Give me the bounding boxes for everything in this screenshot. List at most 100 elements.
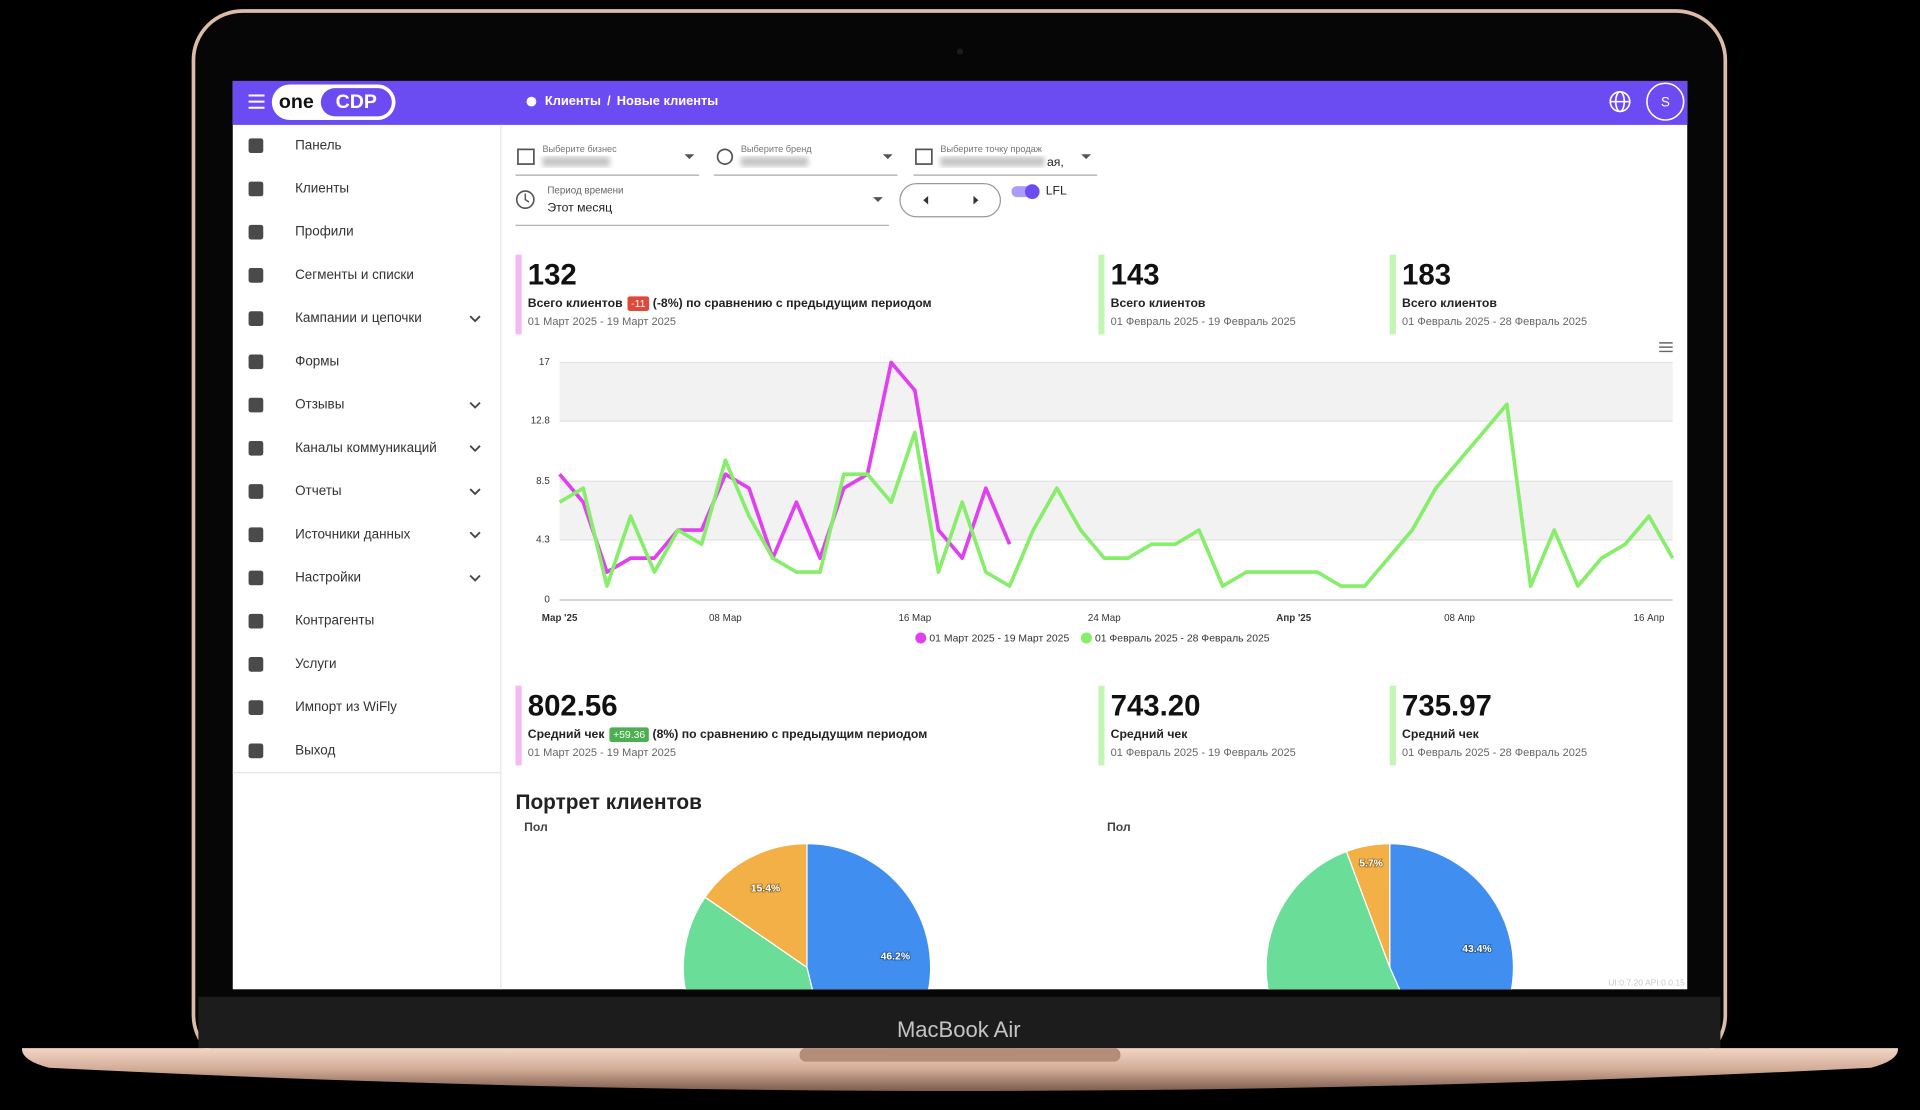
sidebar-item[interactable]: Клиенты bbox=[248, 181, 349, 197]
sidebar-label: Клиенты bbox=[295, 181, 349, 196]
x-tick-label: 16 Апр bbox=[1634, 613, 1665, 624]
sidebar-label: Контрагенты bbox=[295, 613, 374, 628]
kpi-period: 01 Февраль 2025 - 28 Февраль 2025 bbox=[1402, 316, 1587, 328]
kpi-label: Всего клиентов bbox=[528, 296, 623, 310]
sidebar-icon bbox=[248, 613, 264, 629]
breadcrumb: Клиенты / Новые клиенты bbox=[545, 93, 718, 108]
sidebar-label: Импорт из WiFly bbox=[295, 699, 397, 714]
kpi-card: 743.20 Средний чек 01 Февраль 2025 - 19 Фе… bbox=[1098, 685, 1296, 766]
sidebar-icon bbox=[248, 311, 264, 326]
breadcrumb-separator: / bbox=[607, 93, 611, 108]
brand-filter[interactable]: Выберите бренд bbox=[713, 144, 898, 176]
line-chart: 0 4.3 8.5 12.8 17 Мар '25 08 Мар 16 Мар 24 Мар Ап… bbox=[531, 357, 1675, 644]
pie-slice bbox=[704, 843, 808, 969]
legend-label: 01 Февраль 2025 - 28 Февраль 2025 bbox=[1095, 633, 1270, 644]
kpi-value: 735.97 bbox=[1402, 690, 1492, 723]
sidebar-icon bbox=[248, 527, 264, 543]
section-title: Портрет клиентов bbox=[516, 791, 702, 814]
sidebar-icon bbox=[248, 268, 264, 283]
pie-title: Пол bbox=[524, 820, 548, 834]
sidebar-label: Выход bbox=[295, 742, 335, 757]
sidebar-icon bbox=[248, 224, 264, 240]
chart-menu[interactable] bbox=[1659, 342, 1673, 353]
toggle-label: LFL bbox=[1046, 183, 1067, 197]
sidebar-item[interactable]: Выход bbox=[248, 742, 336, 759]
sidebar-item[interactable]: Настройки bbox=[248, 570, 481, 586]
filter-value: ая, bbox=[1047, 155, 1064, 169]
kpi-value: 183 bbox=[1402, 259, 1451, 292]
menu-button[interactable] bbox=[248, 94, 265, 109]
avatar-initial: S bbox=[1661, 94, 1670, 109]
kpi-card: 183 Всего клиентов 01 Февраль 2025 - 28 Фе… bbox=[1389, 254, 1587, 335]
y-tick-label: 0 bbox=[544, 595, 550, 606]
kpi-card: 735.97 Средний чек 01 Февраль 2025 - 28 Фе… bbox=[1389, 685, 1587, 766]
kpi-label: Средний чек bbox=[528, 727, 606, 741]
sidebar-item[interactable]: Панель bbox=[248, 137, 342, 154]
sidebar-item[interactable]: Отчеты bbox=[248, 483, 481, 499]
sidebar-item[interactable]: Импорт из WiFly bbox=[248, 699, 398, 715]
sidebar-label: Кампании и цепочки bbox=[295, 310, 422, 325]
kpi-period: 01 Март 2025 - 19 Март 2025 bbox=[528, 316, 676, 328]
store-filter[interactable]: Выберите точку продаж ая, bbox=[913, 144, 1098, 176]
kpi-period: 01 Февраль 2025 - 28 Февраль 2025 bbox=[1402, 747, 1587, 759]
business-filter[interactable]: Выберите бизнес bbox=[515, 144, 700, 176]
sidebar-icon bbox=[248, 440, 264, 456]
series-line bbox=[558, 402, 1675, 588]
kpi-accent bbox=[515, 685, 522, 766]
lfl-toggle[interactable]: LFL bbox=[1011, 183, 1067, 199]
sidebar-item[interactable]: Отзывы bbox=[248, 397, 481, 413]
kpi-label: Средний чек bbox=[1402, 727, 1480, 741]
sidebar-item[interactable]: Источники данных bbox=[248, 526, 481, 543]
breadcrumb-item[interactable]: Клиенты bbox=[545, 93, 601, 108]
x-tick-label: 08 Апр bbox=[1444, 613, 1475, 624]
logo-cdp: CDP bbox=[336, 91, 377, 113]
pie-slice bbox=[806, 843, 932, 990]
legend-entry[interactable]: 01 Март 2025 - 19 Март 2025 bbox=[915, 632, 1069, 644]
sidebar-label: Отзывы bbox=[295, 397, 344, 412]
kpi-accent bbox=[1389, 685, 1396, 766]
kpi-card: 802.56 Средний чек +59.36 (8%) по сравнению… bbox=[515, 685, 927, 766]
blurred-value bbox=[940, 156, 1045, 167]
submenu-chevron bbox=[469, 488, 481, 496]
series-line bbox=[558, 360, 1012, 574]
filter-label: Выберите бренд bbox=[741, 144, 812, 154]
period-stepper[interactable] bbox=[899, 183, 1002, 218]
legend-swatch bbox=[915, 632, 927, 644]
sidebar-item[interactable]: Профили bbox=[248, 224, 354, 240]
filter-value: Этот месяц bbox=[547, 200, 612, 214]
legend-entry[interactable]: 01 Февраль 2025 - 28 Февраль 2025 bbox=[1080, 632, 1270, 644]
screen: one CDP Клиенты / Новые клиенты S Панель Кл… bbox=[232, 80, 1688, 990]
sidebar-label: Панель bbox=[295, 137, 341, 152]
logo-inner bbox=[320, 88, 392, 117]
sidebar-item[interactable]: Услуги bbox=[248, 656, 337, 672]
avatar[interactable]: S bbox=[1646, 82, 1685, 121]
kpi-label: Средний чек bbox=[1111, 727, 1189, 741]
kpi-value: 802.56 bbox=[528, 690, 618, 723]
submenu-chevron bbox=[469, 401, 481, 409]
kpi-badge: +59.36 bbox=[613, 730, 645, 741]
sidebar-label: Источники данных bbox=[295, 526, 411, 541]
sidebar-item[interactable]: Кампании и цепочки bbox=[248, 310, 481, 326]
y-tick-label: 12.8 bbox=[531, 416, 551, 427]
x-tick-label: 24 Мар bbox=[1088, 613, 1121, 624]
sidebar-icon bbox=[248, 700, 264, 715]
x-tick-label: Апр '25 bbox=[1276, 613, 1311, 624]
sidebar-item[interactable]: Формы bbox=[248, 353, 340, 370]
sidebar-item[interactable]: Каналы коммуникаций bbox=[248, 440, 481, 456]
pie-slice bbox=[1389, 843, 1515, 990]
sidebar-label: Настройки bbox=[295, 570, 361, 585]
base bbox=[21, 1048, 1899, 1092]
x-tick-label: 08 Мар bbox=[709, 613, 742, 624]
submenu-chevron bbox=[469, 445, 481, 453]
breadcrumb-item[interactable]: Новые клиенты bbox=[617, 93, 719, 108]
logo[interactable]: one CDP bbox=[271, 84, 396, 120]
period-filter[interactable]: Период времени Этот месяц bbox=[515, 186, 889, 226]
pie-slice bbox=[1265, 850, 1401, 990]
sidebar-item[interactable]: Контрагенты bbox=[248, 613, 375, 629]
sidebar-item[interactable]: Сегменты и списки bbox=[248, 267, 414, 283]
top-bar bbox=[232, 80, 1688, 125]
pie-charts: Пол 46.2% 15.4% Пол 43.4% 5.7% bbox=[524, 820, 1515, 990]
language-button[interactable] bbox=[1609, 91, 1631, 113]
